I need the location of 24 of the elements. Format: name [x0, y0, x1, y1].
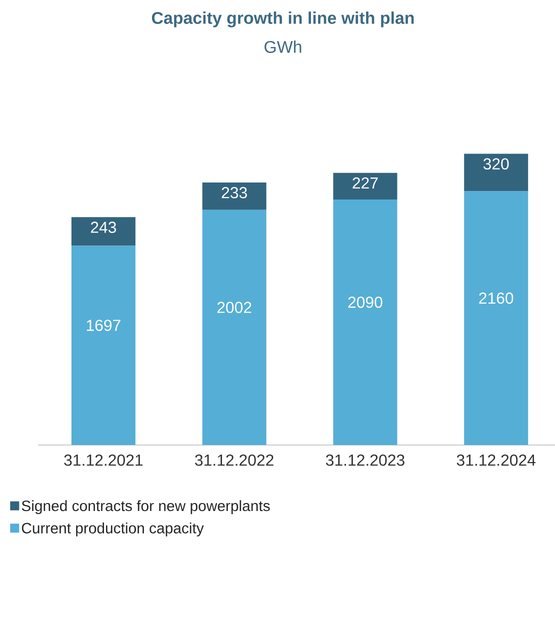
chart-subtitle: GWh	[264, 40, 302, 53]
chart-title: Capacity growth in line with plan	[152, 12, 414, 28]
data-label: 243	[90, 222, 116, 233]
x-tick-label: 31.12.2024	[456, 454, 536, 466]
data-label: 2090	[348, 296, 382, 308]
bar	[202, 210, 266, 445]
data-label: 320	[483, 158, 509, 170]
data-label: 2002	[217, 302, 252, 314]
legend-label: Signed contracts for new powerplants	[22, 500, 270, 514]
data-label: 2160	[479, 292, 514, 304]
data-label: 1697	[86, 320, 120, 331]
x-tick-label: 31.12.2023	[326, 454, 404, 466]
bar	[71, 217, 136, 246]
x-tick-label: 31.12.2021	[64, 454, 143, 466]
bar	[333, 172, 398, 200]
x-tick-label: 31.12.2022	[195, 454, 274, 466]
data-label: 227	[352, 177, 378, 189]
bar	[464, 154, 528, 192]
bar	[71, 246, 136, 445]
bar	[333, 200, 398, 445]
legend-label: Current production capacity	[22, 522, 204, 536]
bar	[202, 182, 266, 210]
data-label: 233	[222, 187, 247, 198]
bar	[464, 191, 528, 445]
